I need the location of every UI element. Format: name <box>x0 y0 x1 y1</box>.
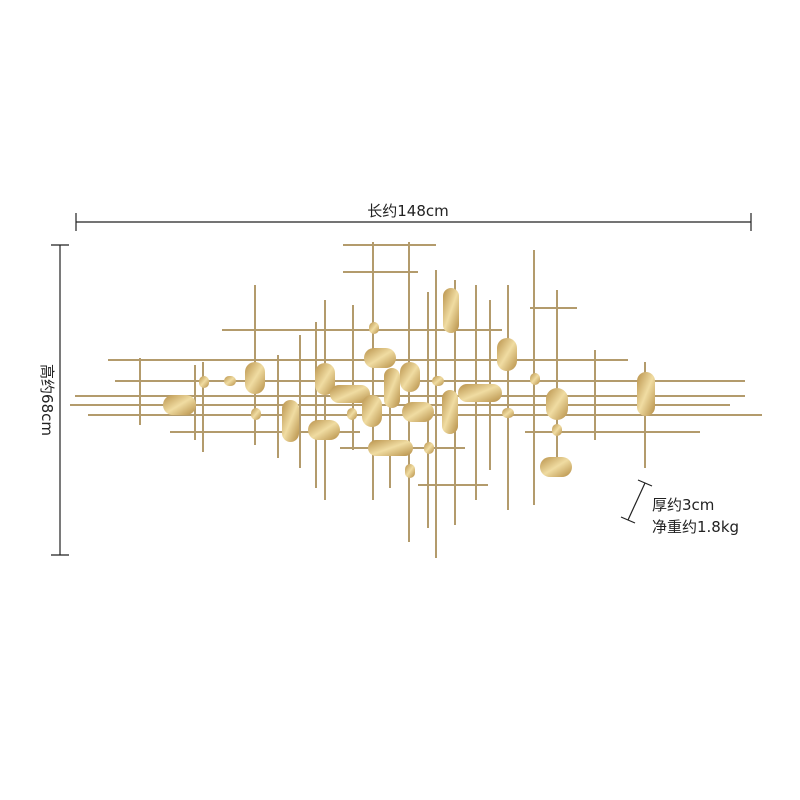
pill <box>540 457 572 477</box>
pill <box>637 372 655 416</box>
pill <box>546 388 568 420</box>
pill <box>330 385 370 403</box>
pill <box>251 408 261 420</box>
pill <box>502 408 514 418</box>
pill <box>384 368 400 408</box>
pill <box>530 373 540 385</box>
width-dimension: 长约148cm <box>75 202 752 231</box>
pill <box>442 390 458 434</box>
dimension-tick <box>637 479 653 487</box>
height-dimension: 高约68cm <box>38 244 69 556</box>
pill <box>245 362 265 394</box>
pill <box>443 288 459 333</box>
pill <box>405 464 415 478</box>
pill <box>163 395 196 415</box>
pill <box>368 440 413 456</box>
pill <box>400 362 420 392</box>
dimension-line <box>627 482 646 521</box>
pill <box>497 338 517 371</box>
artwork-pills <box>163 288 655 478</box>
pill <box>347 408 357 420</box>
thickness-label: 厚约3cm <box>652 496 714 514</box>
pill <box>199 376 209 388</box>
pill <box>315 363 335 395</box>
pill <box>424 442 434 454</box>
weight-label: 净重约1.8kg <box>652 518 739 536</box>
pill <box>369 322 379 334</box>
height-label: 高约68cm <box>38 364 56 436</box>
dimension-tick <box>620 516 636 524</box>
width-label: 长约148cm <box>367 202 449 220</box>
pill <box>364 348 396 368</box>
pill <box>224 376 236 386</box>
pill <box>432 376 444 386</box>
pill <box>362 395 382 427</box>
pill <box>552 424 562 436</box>
thickness-marker: 厚约3cm 净重约1.8kg <box>620 479 739 536</box>
pill <box>402 402 434 422</box>
pill <box>282 400 299 442</box>
pill <box>308 420 340 440</box>
pill <box>458 384 502 402</box>
